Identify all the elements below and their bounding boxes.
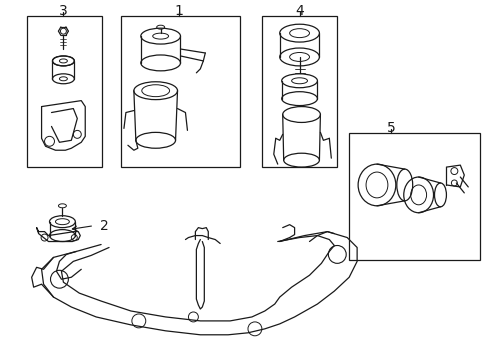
- Text: 5: 5: [386, 121, 394, 135]
- Bar: [121, 16, 240, 167]
- Text: 1: 1: [174, 4, 183, 18]
- Bar: [27, 16, 102, 167]
- Text: 4: 4: [295, 4, 304, 18]
- Text: 3: 3: [59, 4, 68, 18]
- Bar: [348, 133, 479, 260]
- Text: 2: 2: [100, 219, 108, 233]
- Bar: [262, 16, 337, 167]
